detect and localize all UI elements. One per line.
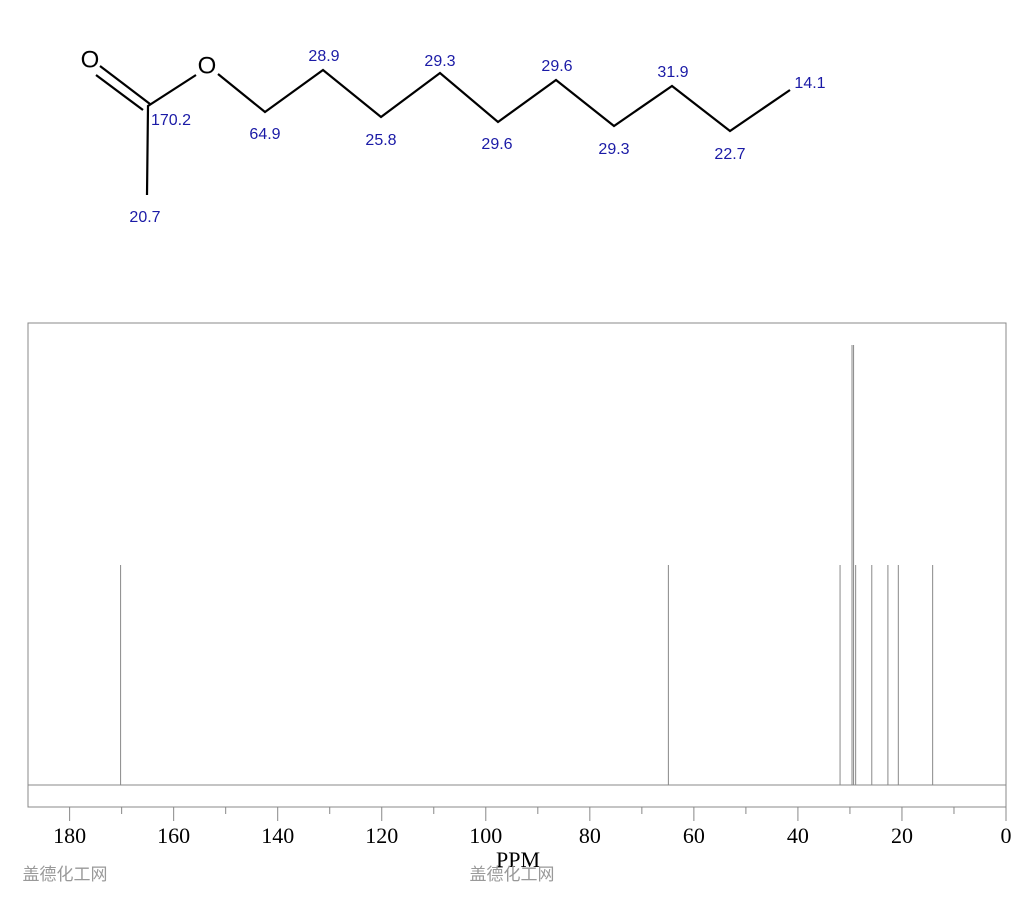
x-tick-label: 0 [1001, 823, 1012, 848]
shift-label: 22.7 [714, 146, 745, 163]
watermark: 盖德化工网 [470, 865, 555, 885]
x-tick-label: 160 [157, 823, 190, 848]
shift-label: 28.9 [308, 48, 339, 65]
shift-label: 29.3 [598, 141, 629, 158]
bond [95, 74, 144, 111]
shift-label: 29.3 [424, 53, 455, 70]
x-tick-label: 60 [683, 823, 705, 848]
shift-label: 20.7 [129, 209, 160, 226]
atom: O [198, 52, 217, 79]
x-tick-label: 80 [579, 823, 601, 848]
shift-label: 29.6 [481, 136, 512, 153]
x-tick-label: 180 [53, 823, 86, 848]
atom: O [81, 46, 100, 73]
shift-label: 31.9 [657, 64, 688, 81]
x-tick-label: 120 [365, 823, 398, 848]
x-axis-label: PPM [496, 847, 540, 872]
shift-label: 64.9 [249, 126, 280, 143]
x-tick-label: 20 [891, 823, 913, 848]
x-tick-label: 100 [469, 823, 502, 848]
x-tick-label: 140 [261, 823, 294, 848]
watermark: 盖德化工网 [23, 865, 108, 885]
molecule: O O 170.2 20.7 64.9 28.9 25.8 29.3 29.6 … [81, 46, 826, 226]
shift-label: 29.6 [541, 58, 572, 75]
chain [217, 68, 791, 133]
x-tick-label: 40 [787, 823, 809, 848]
shift-label: 14.1 [794, 75, 825, 92]
bond [99, 65, 151, 105]
shift-label: 25.8 [365, 132, 396, 149]
shift-label: 170.2 [151, 112, 191, 129]
plot-frame [27, 322, 1007, 808]
bond [145, 74, 197, 196]
